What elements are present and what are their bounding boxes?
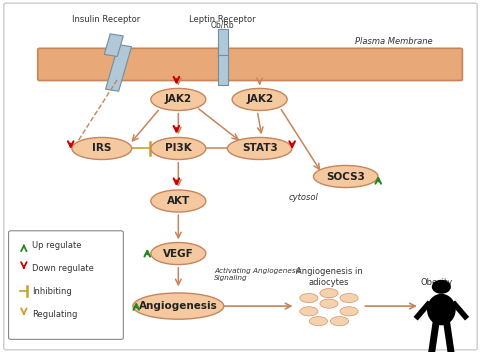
FancyBboxPatch shape bbox=[9, 231, 123, 339]
Ellipse shape bbox=[426, 294, 455, 325]
Circle shape bbox=[431, 280, 450, 294]
Text: Regulating: Regulating bbox=[33, 310, 78, 319]
Ellipse shape bbox=[232, 88, 287, 110]
Text: AKT: AKT bbox=[167, 196, 190, 206]
Ellipse shape bbox=[151, 88, 205, 110]
Ellipse shape bbox=[330, 317, 348, 326]
Text: Leptin Receptor: Leptin Receptor bbox=[189, 15, 255, 24]
Text: VEGF: VEGF bbox=[163, 249, 193, 258]
Text: STAT3: STAT3 bbox=[241, 143, 277, 154]
Text: Obesity: Obesity bbox=[420, 278, 452, 287]
Ellipse shape bbox=[339, 293, 358, 303]
Ellipse shape bbox=[72, 137, 132, 160]
Ellipse shape bbox=[151, 243, 205, 265]
Text: Angiogenesis in
adiocytes: Angiogenesis in adiocytes bbox=[295, 268, 361, 287]
Text: IRS: IRS bbox=[92, 143, 111, 154]
Text: Insulin Receptor: Insulin Receptor bbox=[72, 15, 141, 24]
Ellipse shape bbox=[132, 293, 223, 319]
Ellipse shape bbox=[339, 307, 358, 316]
Text: Inhibiting: Inhibiting bbox=[33, 287, 72, 296]
Text: SOCS3: SOCS3 bbox=[325, 172, 364, 181]
Text: PI3K: PI3K bbox=[165, 143, 192, 154]
Ellipse shape bbox=[151, 190, 205, 212]
Ellipse shape bbox=[299, 307, 317, 316]
Text: Ob/Rb: Ob/Rb bbox=[211, 20, 234, 29]
Text: Activating Angiogenesis
Signaling: Activating Angiogenesis Signaling bbox=[214, 268, 301, 281]
Ellipse shape bbox=[319, 288, 337, 298]
Text: Up regulate: Up regulate bbox=[33, 241, 82, 250]
Polygon shape bbox=[217, 43, 228, 85]
Ellipse shape bbox=[319, 299, 337, 308]
Polygon shape bbox=[104, 34, 123, 56]
Text: Angiogenesis: Angiogenesis bbox=[139, 301, 217, 311]
Text: cytosol: cytosol bbox=[288, 193, 318, 202]
Ellipse shape bbox=[309, 317, 327, 326]
Text: Plasma Membrane: Plasma Membrane bbox=[354, 37, 432, 46]
Text: Down regulate: Down regulate bbox=[33, 264, 94, 273]
Polygon shape bbox=[105, 44, 132, 91]
Polygon shape bbox=[217, 29, 228, 55]
Text: JAK2: JAK2 bbox=[246, 95, 273, 104]
Ellipse shape bbox=[299, 293, 317, 303]
Ellipse shape bbox=[151, 137, 205, 160]
Text: JAK2: JAK2 bbox=[165, 95, 192, 104]
Ellipse shape bbox=[313, 166, 377, 187]
FancyBboxPatch shape bbox=[37, 48, 461, 80]
Ellipse shape bbox=[227, 137, 291, 160]
